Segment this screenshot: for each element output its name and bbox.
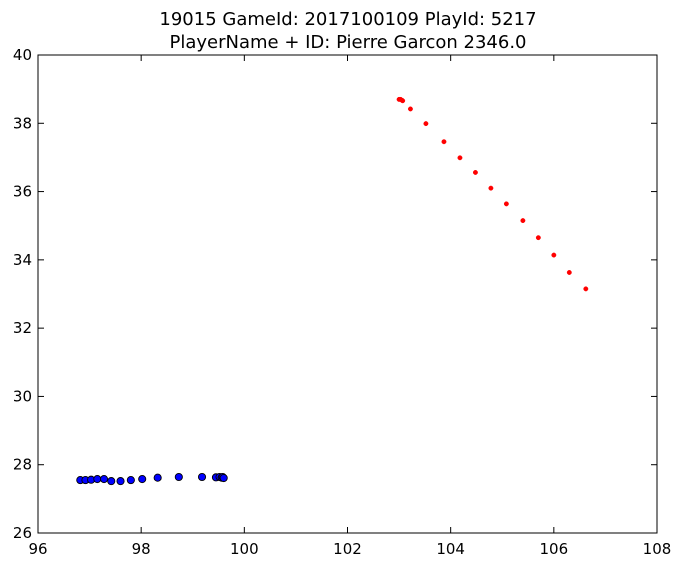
data-point-series-1 [153,473,162,482]
data-point-series-2 [566,270,572,275]
data-point-series-1 [116,477,125,486]
y-tick-label: 34 [13,251,32,269]
data-points [76,96,589,486]
y-tick-label: 30 [13,387,32,405]
data-point-series-1 [174,472,183,482]
y-tick-label: 28 [13,456,32,474]
plot-area-frame [37,54,658,534]
data-point-series-2 [583,286,589,292]
y-tick-label: 26 [13,524,32,542]
y-tick-label: 32 [13,319,32,337]
data-point-series-2 [441,139,447,145]
data-point-series-2 [551,252,557,258]
data-point-series-2 [503,201,509,207]
data-point-series-1 [107,477,116,486]
data-point-series-1 [219,473,228,483]
x-tick-label: 96 [28,540,47,558]
data-point-series-2 [457,155,463,161]
y-tick-label: 36 [13,183,32,201]
x-tick-label: 100 [230,540,259,558]
x-tick-label: 106 [540,540,569,558]
data-point-series-2 [488,185,494,191]
chart-title: 19015 GameId: 2017100109 PlayId: 5217 [159,9,536,30]
data-point-series-1 [126,476,135,485]
x-tick-label: 104 [436,540,465,558]
data-point-series-2 [423,121,429,127]
data-point-series-1 [99,475,109,484]
data-point-series-2 [520,218,526,224]
y-tick-label: 40 [13,46,32,64]
axis-ticks: 96 98 100 102 104 106 108 26 28 30 32 34 36 38 40 [13,46,671,558]
data-point-series-1 [197,472,207,482]
y-tick-label: 38 [13,114,32,132]
data-point-series-2 [407,106,413,112]
x-tick-label: 98 [132,540,151,558]
data-point-series-2 [472,170,478,175]
chart-subtitle: PlayerName + ID: Pierre Garcon 2346.0 [169,32,526,53]
data-point-series-1 [138,475,147,484]
x-tick-label: 102 [333,540,362,558]
data-point-series-2 [400,98,406,104]
x-tick-label: 108 [643,540,672,558]
data-point-series-2 [535,235,541,241]
data-point-series-1 [93,475,102,484]
